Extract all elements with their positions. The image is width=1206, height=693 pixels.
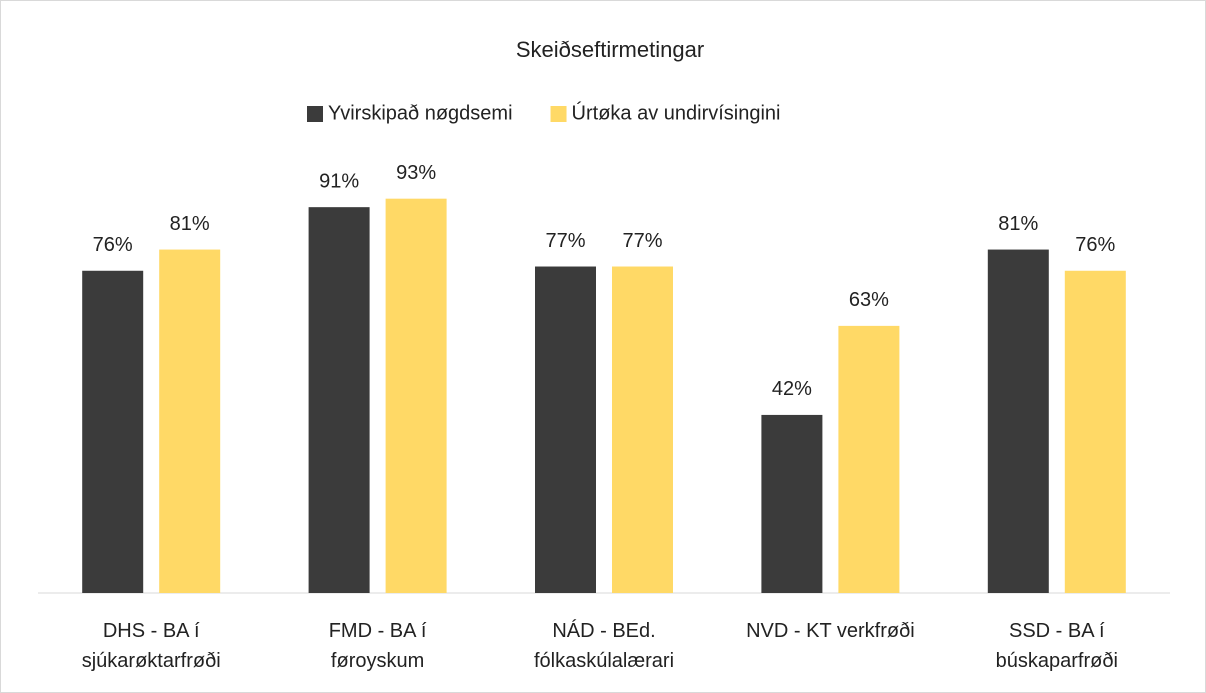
legend-label: Yvirskipað nøgdsemi [328, 102, 513, 124]
data-label: 81% [170, 213, 210, 235]
bar [159, 249, 221, 593]
data-label: 77% [545, 230, 585, 252]
data-label: 91% [319, 170, 359, 192]
bar [82, 270, 144, 593]
data-label: 76% [93, 234, 133, 256]
data-label: 42% [772, 378, 812, 400]
x-tick-label: FMD - BA í føroyskum [328, 620, 427, 672]
chart-title: Skeiðseftirmetingar [516, 37, 704, 62]
data-label: 76% [1075, 234, 1115, 256]
bar [308, 207, 370, 593]
bar [612, 266, 673, 593]
bar [838, 325, 900, 593]
legend-label: Úrtøka av undirvísingini [572, 101, 781, 124]
legend-swatch [307, 106, 323, 122]
x-tick-label: NVD - KT verkfrøði [746, 620, 915, 642]
x-tick-label: SSD - BA í búskaparfrøði [995, 620, 1118, 672]
x-tick-label: NÁD - BEd. fólkaskúlalærari [533, 620, 675, 672]
x-tick-label: DHS - BA í sjúkarøktarfrøði [81, 620, 221, 672]
bar [761, 414, 823, 593]
bar [535, 266, 596, 593]
bar [1064, 270, 1126, 593]
data-label: 81% [998, 213, 1038, 235]
data-label: 93% [396, 162, 436, 184]
bar [987, 249, 1049, 593]
data-label: 63% [849, 289, 889, 311]
data-label: 77% [622, 230, 662, 252]
legend-swatch [550, 106, 567, 122]
bar [385, 198, 447, 593]
